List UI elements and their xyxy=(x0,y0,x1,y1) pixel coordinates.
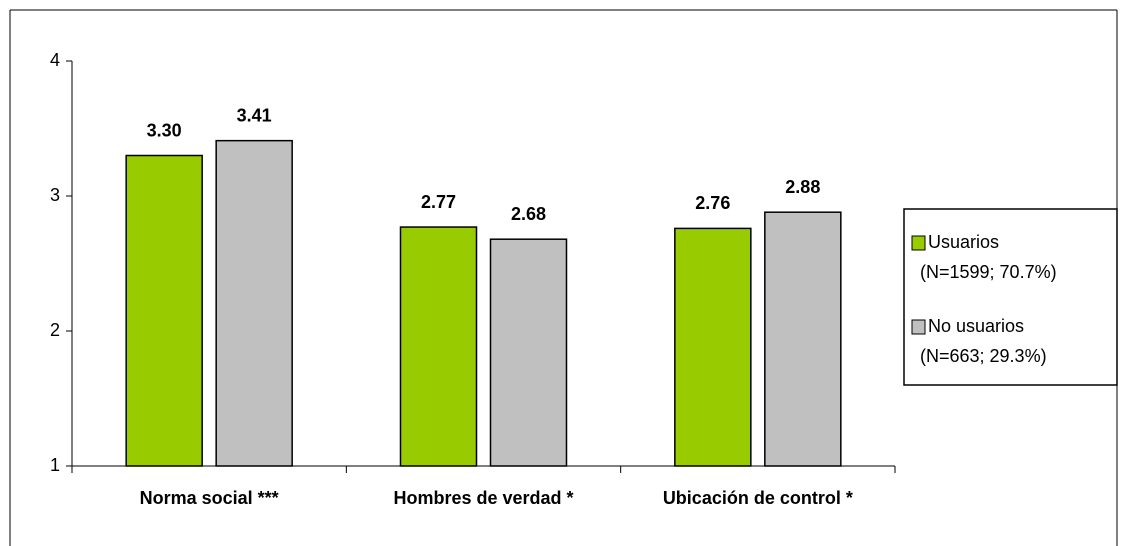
legend-swatch xyxy=(911,235,926,251)
y-tick-label: 1 xyxy=(50,455,60,475)
bar xyxy=(489,238,568,467)
legend-label: Usuarios (N=1599; 70.7%) xyxy=(920,232,1057,282)
x-tick-label: Hombres de verdad * xyxy=(393,488,573,508)
bar xyxy=(215,139,293,467)
data-label: 3.30 xyxy=(147,120,182,140)
legend-swatch xyxy=(911,319,926,335)
data-label: 2.88 xyxy=(785,177,820,197)
y-tick-label: 2 xyxy=(50,320,60,340)
x-tick-label: Norma social *** xyxy=(140,488,279,508)
bar xyxy=(764,211,842,467)
data-label: 3.41 xyxy=(237,105,272,125)
x-tick-label: Ubicación de control * xyxy=(663,488,853,508)
data-label: 2.77 xyxy=(421,192,456,212)
y-tick-label: 4 xyxy=(50,50,60,70)
y-tick-label: 3 xyxy=(50,185,60,205)
bar xyxy=(399,226,478,467)
bar xyxy=(125,154,203,467)
legend-box xyxy=(903,208,1118,386)
bar xyxy=(674,227,752,467)
data-label: 2.68 xyxy=(511,204,546,224)
data-label: 2.76 xyxy=(695,193,730,213)
legend-label: No usuarios (N=663; 29.3%) xyxy=(920,316,1047,366)
